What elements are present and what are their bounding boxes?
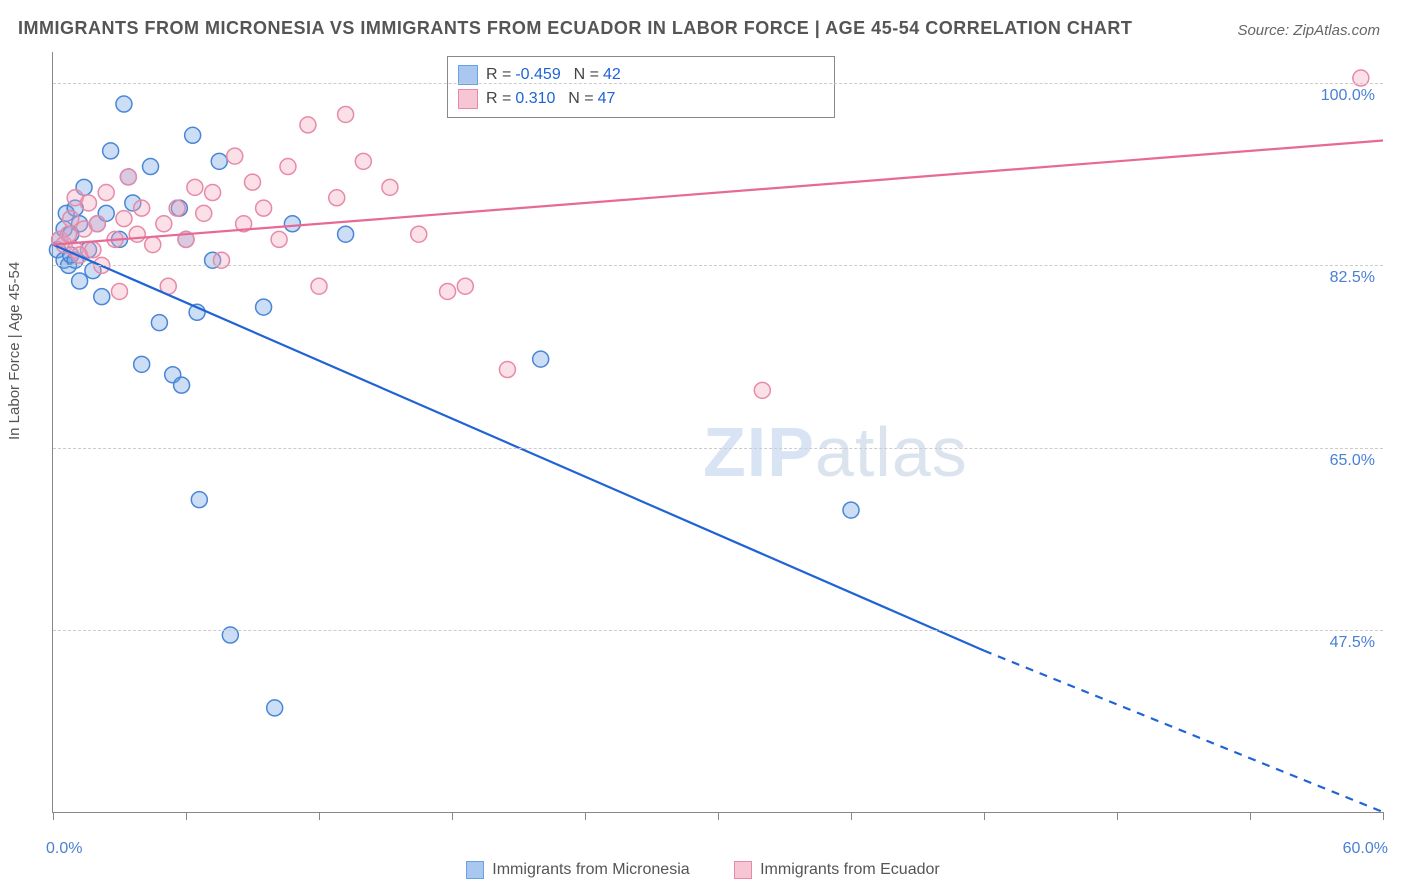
scatter-point <box>245 174 261 190</box>
scatter-point <box>169 200 185 216</box>
x-tick <box>984 812 985 820</box>
x-tick <box>1250 812 1251 820</box>
scatter-point <box>499 362 515 378</box>
scatter-point <box>411 226 427 242</box>
regression-line-dashed <box>984 651 1383 812</box>
scatter-point <box>311 278 327 294</box>
scatter-point <box>533 351 549 367</box>
scatter-point <box>256 299 272 315</box>
scatter-point <box>98 185 114 201</box>
scatter-point <box>191 492 207 508</box>
x-tick <box>1383 812 1384 820</box>
legend-label-2: Immigrants from Ecuador <box>760 861 940 879</box>
chart-title: IMMIGRANTS FROM MICRONESIA VS IMMIGRANTS… <box>18 18 1132 39</box>
scatter-point <box>103 143 119 159</box>
scatter-point <box>338 106 354 122</box>
x-tick <box>452 812 453 820</box>
y-tick-label: 100.0% <box>1321 87 1375 105</box>
scatter-point <box>112 283 128 299</box>
gridline <box>53 265 1383 266</box>
scatter-point <box>382 179 398 195</box>
legend: Immigrants from Micronesia Immigrants fr… <box>0 861 1406 884</box>
x-tick <box>319 812 320 820</box>
scatter-point <box>129 226 145 242</box>
stats-n-label-2: N = <box>568 87 593 111</box>
stats-box: R = -0.459 N = 42 R = 0.310 N = 47 <box>447 56 835 118</box>
legend-item-2: Immigrants from Ecuador <box>734 861 940 879</box>
gridline <box>53 448 1383 449</box>
scatter-point <box>63 211 79 227</box>
scatter-point <box>355 153 371 169</box>
scatter-point <box>754 382 770 398</box>
legend-swatch-2 <box>734 861 752 879</box>
scatter-point <box>205 185 221 201</box>
scatter-point <box>256 200 272 216</box>
scatter-point <box>134 200 150 216</box>
scatter-point <box>174 377 190 393</box>
x-tick <box>53 812 54 820</box>
scatter-point <box>280 159 296 175</box>
x-tick <box>1117 812 1118 820</box>
scatter-point <box>185 127 201 143</box>
scatter-point <box>85 242 101 258</box>
x-tick <box>585 812 586 820</box>
scatter-point <box>338 226 354 242</box>
legend-item-1: Immigrants from Micronesia <box>466 861 689 879</box>
regression-line <box>53 140 1383 244</box>
stats-row-2: R = 0.310 N = 47 <box>458 87 824 111</box>
scatter-point <box>329 190 345 206</box>
scatter-point <box>457 278 473 294</box>
scatter-point <box>145 237 161 253</box>
stats-swatch-1 <box>458 65 478 85</box>
scatter-point <box>187 179 203 195</box>
scatter-point <box>284 216 300 232</box>
scatter-point <box>271 231 287 247</box>
gridline <box>53 83 1383 84</box>
chart-container: IMMIGRANTS FROM MICRONESIA VS IMMIGRANTS… <box>0 0 1406 892</box>
scatter-point <box>134 356 150 372</box>
scatter-point <box>440 283 456 299</box>
scatter-point <box>143 159 159 175</box>
scatter-point <box>843 502 859 518</box>
scatter-point <box>116 211 132 227</box>
scatter-point <box>61 226 77 242</box>
chart-svg <box>53 52 1383 812</box>
scatter-point <box>120 169 136 185</box>
scatter-point <box>94 289 110 305</box>
x-axis-max-label: 60.0% <box>1343 840 1388 858</box>
x-axis-min-label: 0.0% <box>46 840 82 858</box>
y-tick-label: 82.5% <box>1330 269 1375 287</box>
scatter-point <box>196 205 212 221</box>
scatter-point <box>211 153 227 169</box>
scatter-point <box>267 700 283 716</box>
source-label: Source: ZipAtlas.com <box>1237 22 1380 39</box>
scatter-point <box>72 273 88 289</box>
y-tick-label: 47.5% <box>1330 634 1375 652</box>
scatter-point <box>300 117 316 133</box>
legend-swatch-1 <box>466 861 484 879</box>
scatter-point <box>156 216 172 232</box>
legend-label-1: Immigrants from Micronesia <box>492 861 689 879</box>
stats-swatch-2 <box>458 89 478 109</box>
x-tick <box>718 812 719 820</box>
plot-area: ZIPatlas R = -0.459 N = 42 R = 0.310 N =… <box>52 52 1383 813</box>
x-tick <box>186 812 187 820</box>
x-tick <box>851 812 852 820</box>
y-axis-label: In Labor Force | Age 45-54 <box>6 262 23 440</box>
scatter-point <box>116 96 132 112</box>
scatter-point <box>151 315 167 331</box>
stats-r-val-2: 0.310 <box>515 87 555 111</box>
gridline <box>53 630 1383 631</box>
y-tick-label: 65.0% <box>1330 452 1375 470</box>
scatter-point <box>80 195 96 211</box>
stats-r-label-2: R = <box>486 87 511 111</box>
stats-n-val-2: 47 <box>598 87 616 111</box>
scatter-point <box>89 216 105 232</box>
scatter-point <box>227 148 243 164</box>
